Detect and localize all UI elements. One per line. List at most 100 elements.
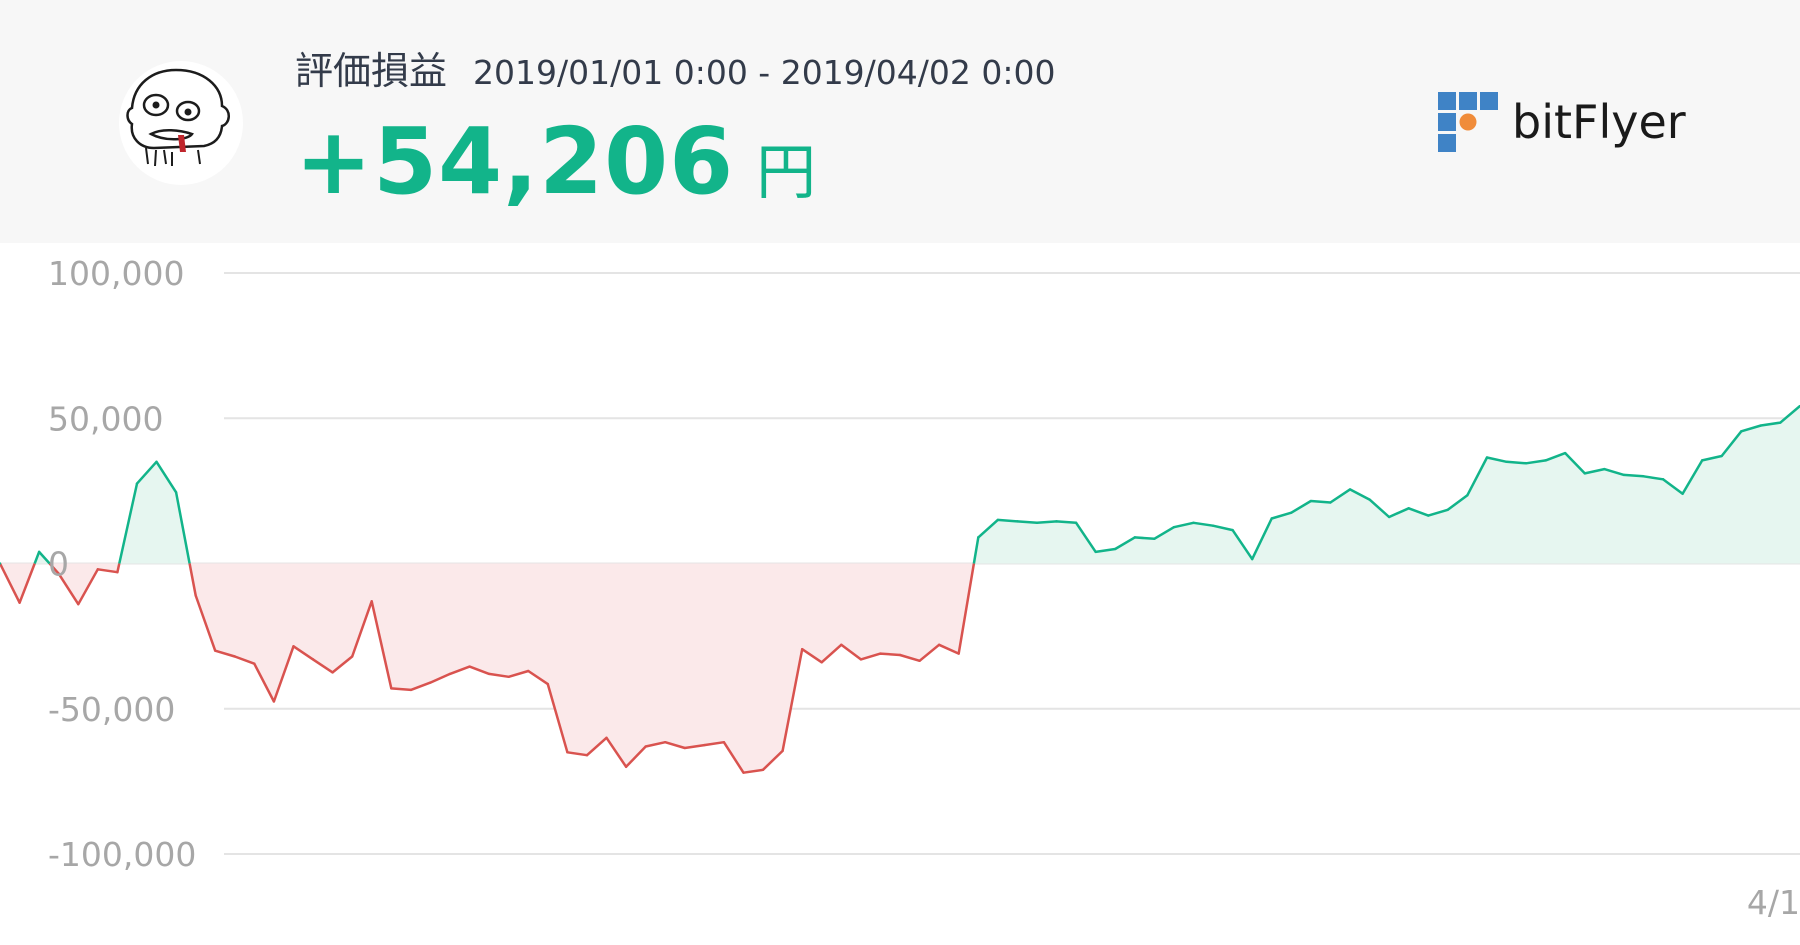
data-point bbox=[585, 754, 589, 757]
data-point bbox=[57, 572, 60, 575]
data-point bbox=[1700, 459, 1704, 462]
brand-name: bitFlyer bbox=[1512, 95, 1686, 149]
data-point bbox=[624, 765, 628, 769]
data-point bbox=[1466, 494, 1469, 497]
data-point bbox=[116, 571, 119, 574]
data-point bbox=[1368, 498, 1371, 501]
data-point bbox=[1387, 515, 1391, 519]
data-point bbox=[761, 768, 765, 771]
data-point bbox=[155, 460, 158, 464]
data-point bbox=[1681, 492, 1684, 495]
data-point bbox=[1407, 507, 1410, 510]
data-point bbox=[1740, 430, 1743, 433]
data-point bbox=[1661, 478, 1665, 481]
data-point bbox=[1759, 424, 1763, 427]
loss-area bbox=[49, 563, 120, 605]
bitflyer-logo-icon bbox=[1438, 92, 1498, 152]
data-point bbox=[898, 653, 902, 657]
data-point bbox=[996, 518, 1000, 522]
data-point bbox=[370, 600, 373, 603]
data-point bbox=[1720, 454, 1723, 458]
data-point bbox=[1035, 521, 1039, 525]
currency-unit: 円 bbox=[756, 138, 817, 208]
data-point bbox=[0, 562, 2, 565]
data-point bbox=[18, 601, 21, 604]
data-point bbox=[253, 662, 256, 665]
data-point bbox=[1055, 520, 1058, 523]
data-point bbox=[1270, 517, 1273, 520]
period-range: 2019/01/01 0:00 - 2019/04/02 0:00 bbox=[473, 53, 1056, 92]
data-point bbox=[1250, 557, 1254, 561]
data-point bbox=[800, 647, 804, 651]
data-point bbox=[468, 665, 471, 668]
loss-area bbox=[0, 563, 35, 603]
data-point bbox=[605, 736, 608, 739]
y-tick-label: -100,000 bbox=[48, 835, 196, 874]
data-point bbox=[937, 643, 941, 647]
data-point bbox=[1485, 456, 1489, 459]
data-point bbox=[96, 568, 100, 571]
data-point bbox=[1172, 525, 1176, 529]
loss-line bbox=[188, 563, 976, 774]
data-point bbox=[957, 652, 960, 655]
data-point bbox=[331, 671, 334, 674]
data-point bbox=[546, 682, 550, 686]
data-point bbox=[448, 672, 452, 676]
data-point bbox=[879, 652, 882, 655]
data-point bbox=[1192, 521, 1195, 525]
data-point bbox=[311, 658, 315, 661]
avatar bbox=[119, 61, 243, 185]
data-point bbox=[1603, 467, 1606, 471]
y-tick-label: 0 bbox=[48, 545, 69, 584]
profit-line bbox=[972, 405, 1800, 564]
data-point bbox=[487, 672, 491, 676]
data-point bbox=[1153, 537, 1156, 541]
data-point bbox=[292, 645, 295, 648]
data-point bbox=[1446, 508, 1450, 511]
tick-labels: 100,000 50,000 0 -50,000 -100,000 4/1 bbox=[48, 254, 1800, 922]
data-point bbox=[409, 688, 413, 692]
data-point bbox=[1290, 511, 1293, 514]
data-point bbox=[644, 745, 647, 748]
data-point bbox=[1329, 501, 1332, 504]
data-point bbox=[1427, 514, 1430, 517]
data-point bbox=[664, 740, 667, 744]
data-point bbox=[174, 491, 178, 494]
series-line bbox=[0, 404, 1800, 774]
data-point bbox=[233, 655, 236, 658]
profit-value: +54,206 bbox=[295, 108, 735, 215]
data-point bbox=[214, 649, 217, 652]
data-point bbox=[1114, 547, 1117, 551]
data-point bbox=[1094, 550, 1097, 554]
data-point bbox=[781, 749, 784, 753]
data-point bbox=[1524, 462, 1528, 465]
data-point bbox=[1583, 472, 1586, 475]
x-tick-label: 4/1 bbox=[1747, 883, 1800, 922]
data-point bbox=[820, 661, 823, 664]
data-point bbox=[722, 740, 726, 744]
data-point bbox=[1074, 521, 1078, 525]
loss-line bbox=[48, 562, 121, 606]
data-point bbox=[1211, 524, 1215, 527]
data-point bbox=[1544, 459, 1547, 462]
data-point bbox=[683, 746, 686, 750]
data-point bbox=[703, 743, 706, 747]
data-point bbox=[272, 700, 276, 703]
data-point bbox=[527, 669, 530, 673]
y-tick-label: -50,000 bbox=[48, 690, 175, 729]
profit-loss-chart: 100,000 50,000 0 -50,000 -100,000 4/1 bbox=[0, 254, 1800, 922]
y-tick-label: 100,000 bbox=[48, 254, 184, 293]
loss-area bbox=[189, 563, 974, 773]
data-point bbox=[77, 602, 80, 606]
brand-logo: bitFlyer bbox=[1438, 90, 1686, 154]
data-point bbox=[37, 550, 41, 554]
data-point bbox=[135, 482, 139, 485]
data-point bbox=[1779, 421, 1782, 424]
data-point bbox=[1642, 475, 1645, 478]
data-point bbox=[840, 643, 843, 647]
data-point bbox=[507, 675, 510, 678]
data-point bbox=[1564, 451, 1567, 455]
data-point bbox=[194, 594, 197, 597]
data-point bbox=[918, 659, 921, 663]
data-point bbox=[742, 771, 745, 774]
